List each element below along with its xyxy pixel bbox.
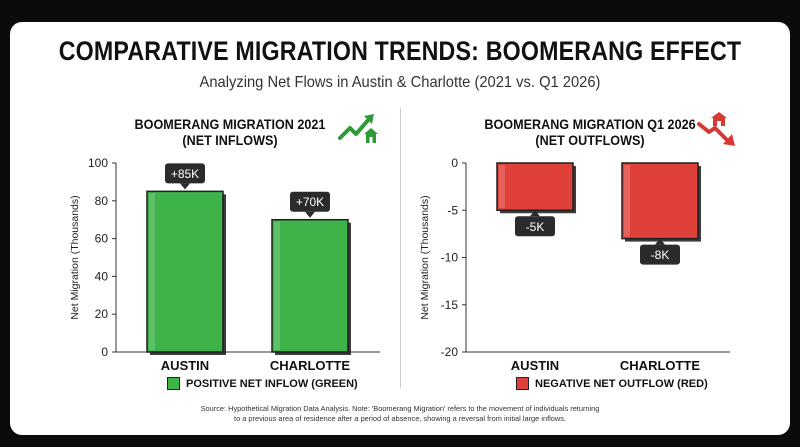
left-panel-title-line2: (NET INFLOWS) <box>182 132 278 148</box>
chart2-bar <box>621 162 699 240</box>
chart1-y-axis-label: Net Migration (Thousands) <box>69 195 81 319</box>
chart2-data-label-pointer <box>530 210 540 217</box>
chart1-bar-highlight <box>274 221 280 350</box>
chart2-category-label: AUSTIN <box>511 358 559 373</box>
chart1-bar-highlight <box>149 193 155 350</box>
left-legend: POSITIVE NET INFLOW (GREEN) <box>167 377 358 390</box>
page-subtitle: Analyzing Net Flows in Austin & Charlott… <box>199 74 601 91</box>
right-panel-title-line1: BOOMERANG MIGRATION Q1 2026 <box>484 116 696 132</box>
chart1-y-tick-label: 80 <box>95 194 109 208</box>
legend-label-positive: POSITIVE NET INFLOW (GREEN) <box>186 377 358 390</box>
chart2-data-label-pointer <box>655 238 665 245</box>
chart2-category-label: CHARLOTTE <box>620 358 700 373</box>
chart1-data-label-bg <box>290 191 330 212</box>
right-panel-title-line2: (NET OUTFLOWS) <box>535 132 645 148</box>
left-panel-title: BOOMERANG MIGRATION 2021 (NET INFLOWS) <box>131 116 329 148</box>
legend-swatch-positive <box>167 377 180 390</box>
legend-swatch-negative <box>516 377 529 390</box>
chart2-y-axis-label: Net Migration (Thousands) <box>419 195 431 319</box>
chart2-bar <box>496 162 574 211</box>
trend-up-house-icon <box>338 114 378 143</box>
panel-divider <box>400 108 401 388</box>
chart1-data-label-bg <box>165 163 205 184</box>
chart1-y-tick-label: 0 <box>101 345 108 359</box>
chart2-y-tick-label: -5 <box>447 203 458 217</box>
chart2-y-tick-label: 0 <box>451 156 458 170</box>
chart2-data-label-bg <box>515 216 555 237</box>
chart1-data-label-pointer <box>180 183 190 190</box>
chart1-y-tick-label: 20 <box>95 307 109 321</box>
page-title: COMPARATIVE MIGRATION TRENDS: BOOMERANG … <box>58 36 742 66</box>
chart2-data-label: -8K <box>651 248 670 262</box>
right-legend: NEGATIVE NET OUTFLOW (RED) <box>516 377 708 390</box>
chart2-y-tick-label: -10 <box>441 251 459 265</box>
chart2-y-tick-label: -15 <box>441 298 459 312</box>
source-note-line1: Source: Hypothetical Migration Data Anal… <box>200 404 600 413</box>
chart2-y-tick-label: -20 <box>441 345 459 359</box>
source-note-line2: to a previous area of residence after a … <box>234 413 566 423</box>
chart1-y-tick-label: 60 <box>95 232 109 246</box>
trend-down-house-icon <box>697 112 735 146</box>
chart1-category-label: AUSTIN <box>161 358 209 373</box>
chart1-y-tick-label: 100 <box>88 156 108 170</box>
chart1-data-label: +85K <box>171 167 199 181</box>
chart1-data-label: +70K <box>296 195 324 209</box>
right-panel-title: BOOMERANG MIGRATION Q1 2026 (NET OUTFLOW… <box>482 116 698 148</box>
chart1-data-label-pointer <box>305 211 315 218</box>
chart1-category-label: CHARLOTTE <box>270 358 350 373</box>
chart1-y-tick-label: 40 <box>95 269 109 283</box>
chart2-data-label: -5K <box>526 220 545 234</box>
chart2-bar-highlight <box>499 165 505 209</box>
left-panel-title-line1: BOOMERANG MIGRATION 2021 <box>134 116 326 132</box>
chart2-data-label-bg <box>640 244 680 265</box>
chart1-bar <box>146 190 224 353</box>
legend-label-negative: NEGATIVE NET OUTFLOW (RED) <box>535 377 708 390</box>
source-note: Source: Hypothetical Migration Data Anal… <box>0 404 800 423</box>
chart1-bar <box>271 218 349 353</box>
chart2-bar-highlight <box>624 165 630 237</box>
